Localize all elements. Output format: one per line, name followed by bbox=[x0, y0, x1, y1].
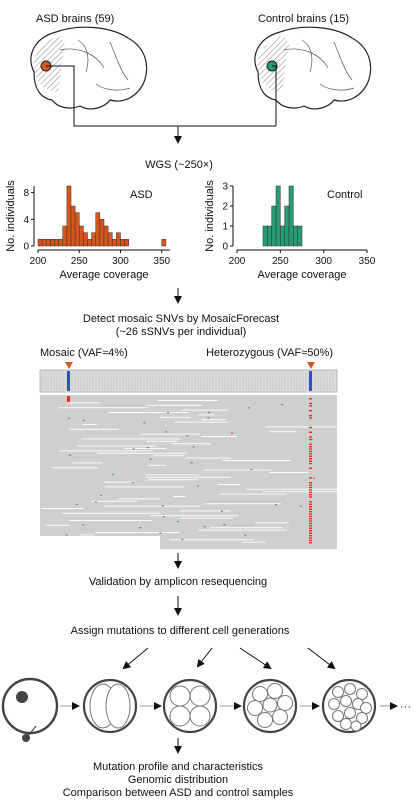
detect-step-subtitle: (~26 sSNVs per individual) bbox=[116, 326, 247, 338]
histogram-title: ASD bbox=[130, 189, 153, 201]
histogram-bar bbox=[103, 225, 109, 247]
y-tick-label: 3 bbox=[222, 182, 228, 193]
x-tick-label: 300 bbox=[112, 256, 129, 267]
histogram-bar bbox=[161, 239, 167, 247]
x-tick-label: 350 bbox=[153, 256, 170, 267]
histogram-title: Control bbox=[327, 189, 362, 201]
y-tick-label: 0 bbox=[23, 242, 29, 253]
control-coverage-histogram: 200 250 300 350 0 1 2 3 Control Average coverage N… bbox=[204, 180, 376, 281]
validation-step: Validation by amplicon resequencing bbox=[89, 576, 267, 588]
x-tick-label: 200 bbox=[30, 256, 47, 267]
detect-step: Detect mosaic SNVs by MosaicForecast bbox=[83, 313, 279, 325]
read-pileup bbox=[40, 395, 337, 549]
x-tick-label: 350 bbox=[359, 256, 376, 267]
y-axis-label: No. individuals bbox=[5, 180, 17, 252]
y-tick-label: 8 bbox=[23, 188, 29, 199]
final-step-line2: Genomic distribution bbox=[128, 774, 228, 786]
control-brain-icon bbox=[254, 26, 372, 110]
coverage-track bbox=[39, 369, 338, 393]
histogram-bar bbox=[99, 219, 105, 247]
histogram-bar bbox=[74, 212, 80, 247]
histogram-bar bbox=[280, 225, 285, 247]
x-tick-label: 300 bbox=[315, 256, 332, 267]
histogram-bar bbox=[87, 239, 92, 247]
two-cell-embryo-icon bbox=[82, 678, 138, 734]
histogram-bar bbox=[62, 225, 68, 247]
histogram-bar bbox=[95, 212, 101, 247]
histogram-bar bbox=[79, 225, 84, 247]
brain-merge-connector bbox=[46, 65, 277, 144]
y-tick-label: 2 bbox=[222, 202, 228, 213]
histogram-bar bbox=[54, 239, 59, 247]
histogram-bar bbox=[41, 239, 47, 247]
x-axis-label: Average coverage bbox=[257, 269, 346, 281]
four-cell-embryo-icon bbox=[162, 678, 218, 734]
histogram-bar bbox=[275, 185, 281, 247]
histogram-bar bbox=[91, 232, 96, 247]
histogram-bar bbox=[46, 239, 51, 247]
histogram-bar bbox=[288, 185, 294, 247]
y-tick-label: 1 bbox=[222, 222, 228, 233]
asd-brain-icon bbox=[30, 26, 148, 110]
eight-cell-embryo-icon bbox=[242, 678, 298, 734]
histogram-bar bbox=[112, 239, 117, 247]
y-axis-label: No. individuals bbox=[204, 180, 216, 252]
heterozygous-marker-icon bbox=[307, 362, 315, 369]
wgs-step: WGS (~250×) bbox=[145, 159, 213, 171]
y-tick-label: 4 bbox=[23, 215, 29, 226]
histogram-bar bbox=[293, 225, 298, 247]
mosaic-label: Mosaic (VAF≈4%) bbox=[40, 347, 128, 359]
histogram-bar bbox=[124, 239, 129, 247]
histogram-bar bbox=[50, 239, 55, 247]
x-tick-label: 250 bbox=[272, 256, 289, 267]
histogram-bar bbox=[83, 232, 88, 247]
histogram-bar bbox=[70, 205, 76, 247]
histogram-bar bbox=[66, 185, 72, 247]
assign-step: Assign mutations to different cell gener… bbox=[71, 625, 290, 637]
histogram-bar bbox=[271, 205, 277, 247]
final-step-line3: Comparison between ASD and control sampl… bbox=[63, 787, 294, 799]
histogram-bar bbox=[297, 225, 303, 247]
histogram-bar bbox=[37, 239, 43, 247]
mosaic-marker-icon bbox=[65, 362, 73, 369]
histogram-bar bbox=[267, 225, 272, 247]
x-axis-label: Average coverage bbox=[59, 269, 148, 281]
sixteen-cell-embryo-icon bbox=[321, 678, 377, 734]
histogram-bar bbox=[120, 239, 125, 247]
final-step-line1: Mutation profile and characteristics bbox=[93, 761, 263, 773]
histogram-bar bbox=[107, 232, 113, 247]
cell-generation-arrows bbox=[122, 647, 336, 670]
x-tick-label: 200 bbox=[229, 256, 246, 267]
heterozygous-label: Heterozygous (VAF≈50%) bbox=[206, 347, 333, 359]
histogram-bar bbox=[58, 239, 63, 247]
continuation-ellipsis: ··· bbox=[400, 701, 411, 713]
histogram-bar bbox=[284, 205, 290, 247]
control-brains-label: Control brains (15) bbox=[258, 13, 349, 25]
zygote-cell-icon bbox=[1, 677, 59, 742]
x-tick-label: 250 bbox=[71, 256, 88, 267]
asd-brains-label: ASD brains (59) bbox=[36, 13, 114, 25]
histogram-bar bbox=[116, 232, 121, 247]
asd-coverage-histogram: 200 250 300 350 0 4 8 ASD Average coverage No. in… bbox=[5, 180, 171, 281]
histogram-bar bbox=[262, 225, 268, 247]
y-tick-label: 0 bbox=[222, 242, 228, 253]
